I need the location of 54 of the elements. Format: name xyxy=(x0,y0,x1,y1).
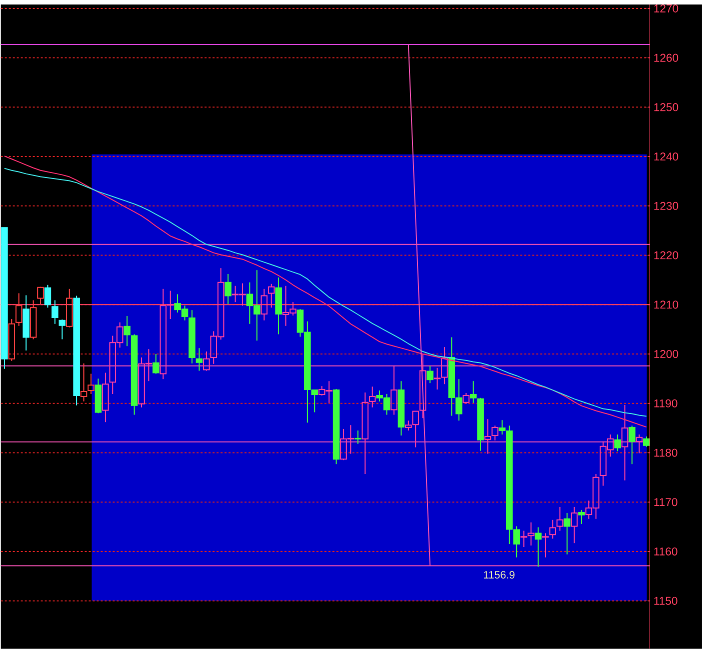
candlestick xyxy=(570,506,578,544)
y-tick-label: 1160 xyxy=(654,548,678,556)
y-tick-label: 1200 xyxy=(654,350,678,358)
candlestick xyxy=(66,288,73,328)
candlestick xyxy=(628,425,636,465)
candlestick xyxy=(578,510,585,524)
candlestick xyxy=(354,430,362,444)
candlestick xyxy=(549,519,556,540)
candlestick xyxy=(477,398,484,452)
candlestick xyxy=(80,362,88,402)
candlestick xyxy=(102,372,109,423)
y-tick-label: 1210 xyxy=(654,300,678,309)
y-tick-label: 1170 xyxy=(654,498,678,506)
y-tick-label: 1150 xyxy=(654,596,678,605)
candlestick xyxy=(470,380,477,404)
candlestick xyxy=(441,346,448,385)
candlestick xyxy=(621,404,628,481)
candlestick xyxy=(564,512,570,555)
candlestick xyxy=(362,392,369,475)
y-tick-label: 1190 xyxy=(654,399,678,408)
candlestick xyxy=(528,522,534,546)
candlestick xyxy=(542,532,549,558)
candlestick xyxy=(88,373,94,395)
y-tick-label: 1240 xyxy=(654,152,678,161)
candlestick xyxy=(484,418,492,454)
candlestick xyxy=(58,319,66,340)
y-tick-label: 1270 xyxy=(654,4,678,13)
candlestick xyxy=(520,530,528,548)
candlestick xyxy=(398,380,405,436)
candlestick xyxy=(196,348,203,372)
candlestick xyxy=(534,526,542,568)
y-tick-label: 1220 xyxy=(654,251,678,260)
candlestick xyxy=(30,300,37,340)
y-tick-label: 1230 xyxy=(654,202,678,210)
candlestick xyxy=(73,295,80,406)
candlestick xyxy=(224,274,232,305)
y-tick-label: 1180 xyxy=(654,448,678,457)
candlestick xyxy=(22,294,30,352)
candlestick xyxy=(434,367,441,390)
candlestick xyxy=(390,365,398,416)
candlestick xyxy=(268,283,275,308)
candlestick xyxy=(368,386,376,408)
candlestick xyxy=(52,300,58,324)
candlestick xyxy=(556,506,564,532)
annotation: 1156.9 xyxy=(484,571,514,579)
candlestick xyxy=(15,292,22,326)
candlestick xyxy=(275,277,282,335)
y-tick-label: 1250 xyxy=(654,103,678,112)
candlestick xyxy=(152,354,160,374)
candlestick xyxy=(260,288,268,321)
candlestick xyxy=(636,434,643,454)
y-tick-label: 1260 xyxy=(654,54,678,62)
candlestick xyxy=(419,354,426,419)
candlestick xyxy=(188,310,196,364)
